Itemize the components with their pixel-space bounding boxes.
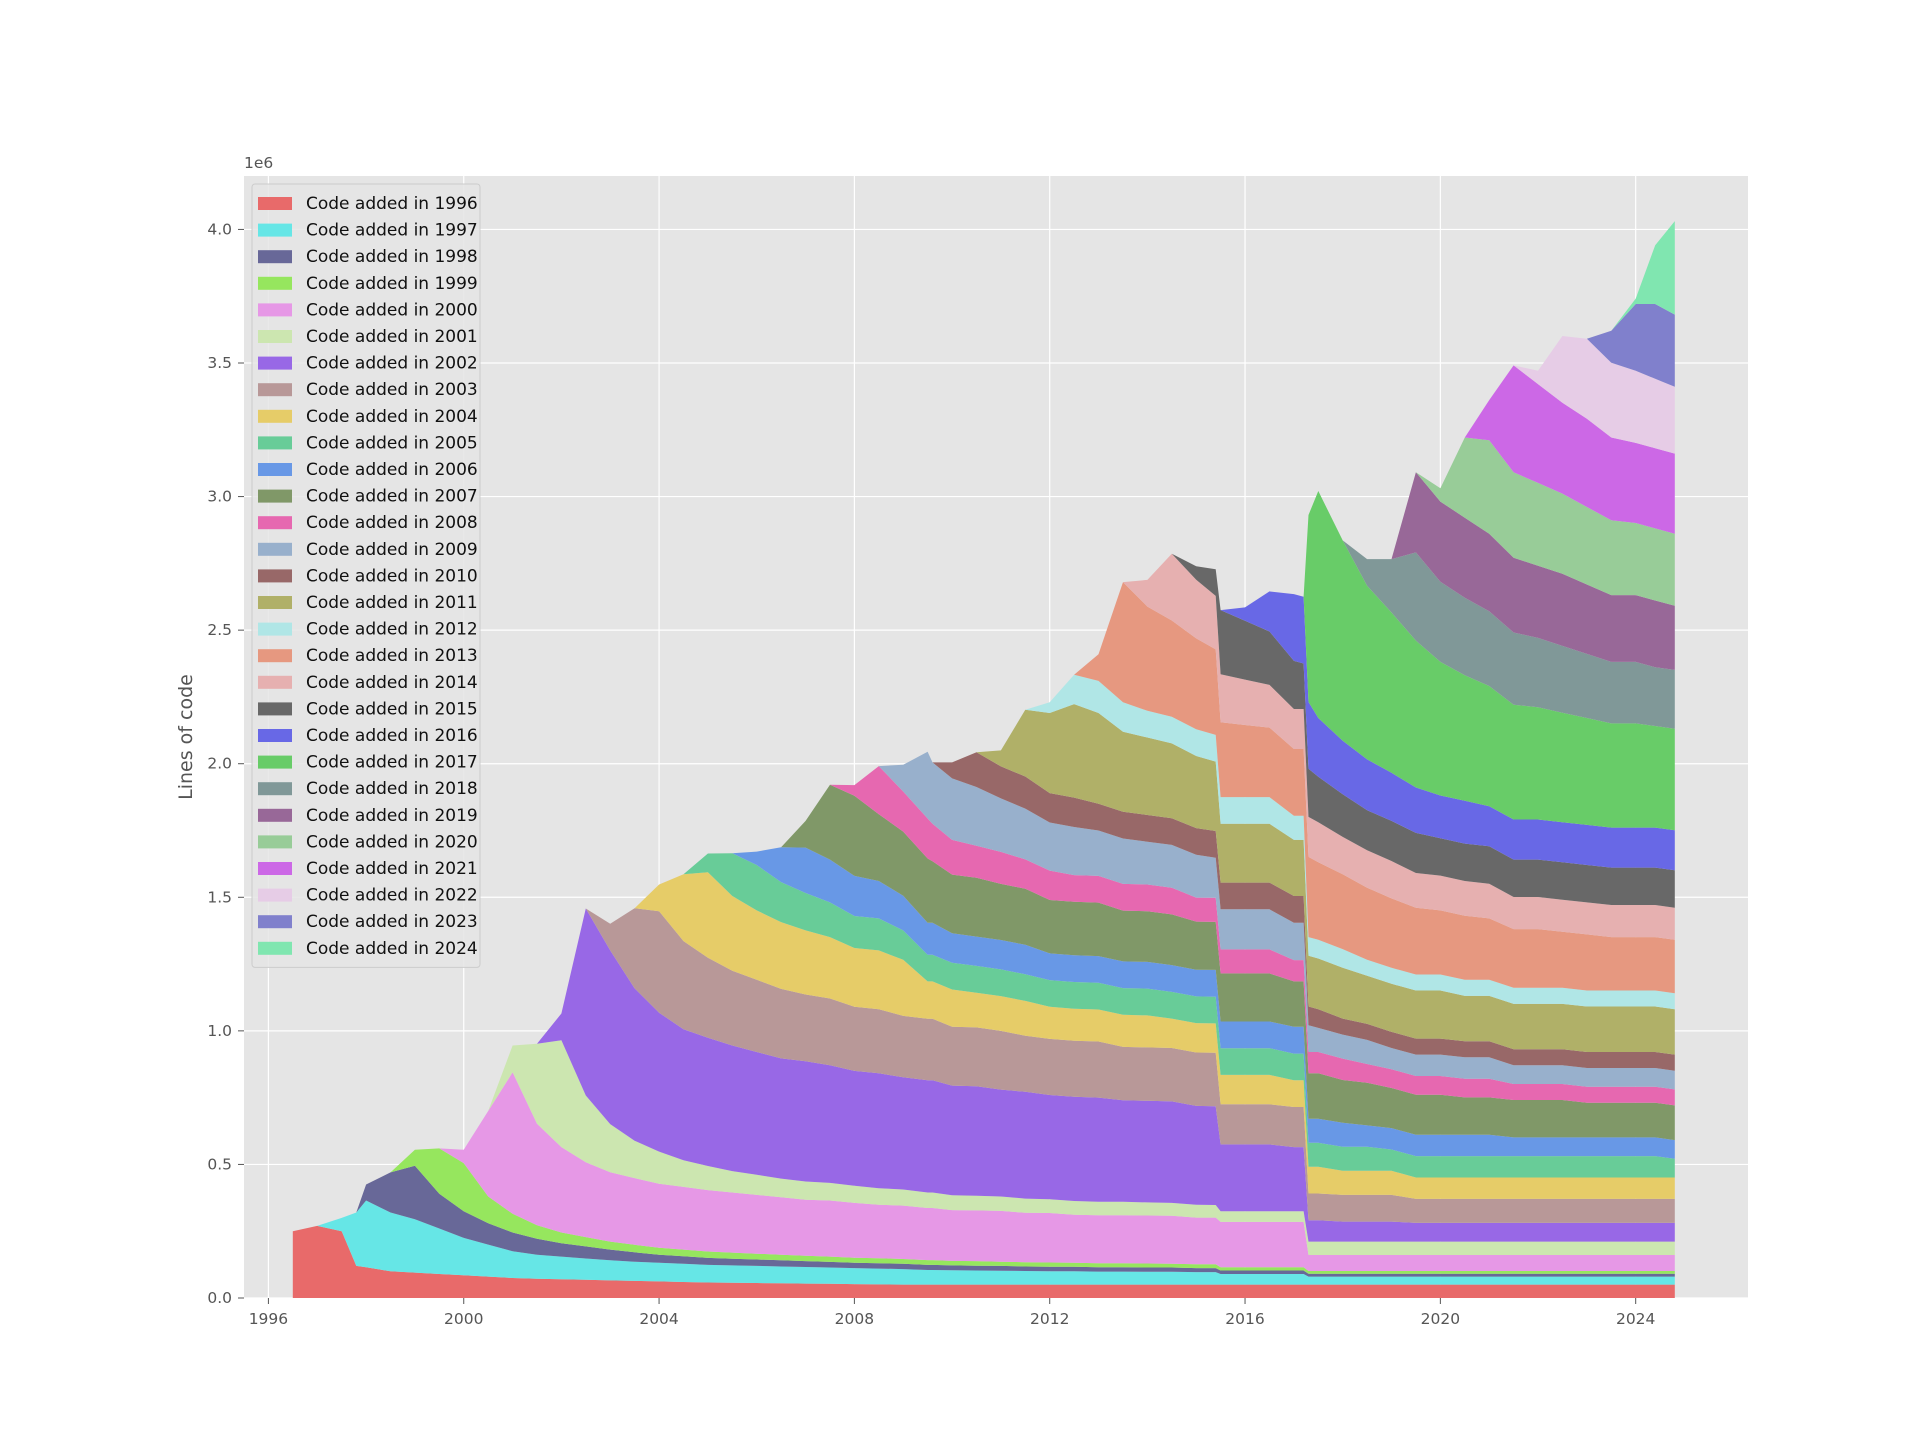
legend-swatch [258,941,292,955]
area-series-11 [292,784,1675,1232]
legend-label: Code added in 2021 [306,859,478,879]
legend-swatch [258,808,292,822]
legend: Code added in 1996 Code added in 1997 Code… [251,183,481,968]
legend-label: Code added in 2024 [306,939,478,959]
legend-swatch [258,463,292,476]
legend-label: Code added in 2016 [306,726,478,746]
legend-swatch [258,915,292,929]
x-tick-label: 2008 [835,1310,874,1328]
area-series-21 [292,491,1675,1232]
legend-label: Code added in 2001 [306,327,478,347]
y-tick-label: 2.0 [207,755,232,773]
x-tick-label: 2020 [1421,1310,1460,1328]
x-tick-label: 2000 [444,1310,483,1328]
legend-swatch [258,702,292,716]
legend-swatch [258,276,292,290]
legend-label: Code added in 1998 [306,247,478,267]
legend-label: Code added in 2010 [306,566,478,586]
legend-label: Code added in 2009 [306,540,478,560]
y-tick-label: 2.5 [207,621,232,639]
legend-swatch [258,409,292,423]
legend-swatch [258,622,292,636]
area-series-10 [292,847,1675,1232]
legend-frame [251,183,481,968]
legend-label: Code added in 2007 [306,487,478,507]
legend-swatch [258,888,292,902]
legend-label: Code added in 2019 [306,806,478,826]
legend-label: Code added in 2008 [306,513,478,533]
legend-label: Code added in 2020 [306,832,478,852]
area-series-0 [292,1225,1675,1298]
legend-swatch [258,197,292,210]
legend-swatch [258,223,292,237]
legend-swatch [258,383,292,397]
area-series-24 [292,437,1675,1232]
y-tick-label: 3.5 [207,354,232,372]
legend-swatch [258,330,292,343]
legend-label: Code added in 2006 [306,460,478,480]
y-tick-label: 0.0 [207,1289,232,1307]
legend-swatch [258,729,292,742]
area-series-6 [292,908,1675,1242]
y-offset-text: 1e6 [244,154,273,172]
legend-swatch [258,436,292,450]
y-axis-label: Lines of code [175,674,197,800]
area-series-18 [292,553,1675,1232]
legend-label: Code added in 2013 [306,646,478,666]
y-tick-label: 3.0 [207,488,232,506]
legend-label: Code added in 2012 [306,620,478,640]
legend-label: Code added in 2003 [306,380,478,400]
x-tick-label: 2016 [1225,1310,1264,1328]
x-tick-label: 2004 [639,1310,678,1328]
area-series-4 [292,1072,1675,1271]
legend-swatch [258,542,292,556]
legend-swatch [258,516,292,530]
area-series-3 [292,1148,1675,1274]
legend-swatch [258,649,292,663]
legend-swatch [258,250,292,264]
legend-label: Code added in 1996 [306,194,478,214]
legend-swatch [258,489,292,503]
legend-swatch [258,596,292,609]
stacked-areas [292,221,1675,1298]
legend-label: Code added in 2017 [306,753,478,773]
legend-label: Code added in 2011 [306,593,478,613]
y-tick-label: 1.0 [207,1022,232,1040]
y-tick-label: 1.5 [207,888,232,906]
area-series-12 [292,766,1675,1232]
y-tick-label: 0.5 [207,1155,232,1173]
legend-swatch [258,303,292,317]
area-series-5 [292,1040,1675,1255]
legend-label: Code added in 2000 [306,300,478,320]
legend-label: Code added in 2002 [306,354,478,374]
legend-swatch [258,356,292,370]
area-series-7 [292,908,1675,1232]
y-axis-ticks: 0.0 0.5 1.0 1.5 2.0 2.5 3.0 3.5 4.0 [207,220,244,1307]
legend-swatch [258,835,292,849]
legend-swatch [258,675,292,689]
legend-label: Code added in 2023 [306,912,478,932]
x-tick-label: 2024 [1616,1310,1655,1328]
x-tick-label: 2012 [1030,1310,1069,1328]
legend-label: Code added in 2022 [306,886,478,906]
legend-swatch [258,755,292,769]
legend-label: Code added in 1997 [306,221,478,241]
legend-label: Code added in 2018 [306,779,478,799]
x-axis-ticks: 1996 2000 2004 2008 2012 2016 2020 2024 [249,1298,1655,1328]
legend-swatch [258,782,292,796]
legend-label: Code added in 2004 [306,407,478,427]
legend-swatch [258,569,292,583]
legend-label: Code added in 1999 [306,274,478,294]
area-series-8 [292,872,1675,1232]
legend-swatch [258,862,292,875]
area-series-17 [292,582,1675,1232]
legend-label: Code added in 2005 [306,433,478,453]
legend-label: Code added in 2015 [306,699,478,719]
area-series-25 [292,365,1675,1232]
legend-label: Code added in 2014 [306,673,478,693]
area-series-1 [292,1200,1675,1285]
y-tick-label: 4.0 [207,220,232,238]
x-tick-label: 1996 [249,1310,288,1328]
